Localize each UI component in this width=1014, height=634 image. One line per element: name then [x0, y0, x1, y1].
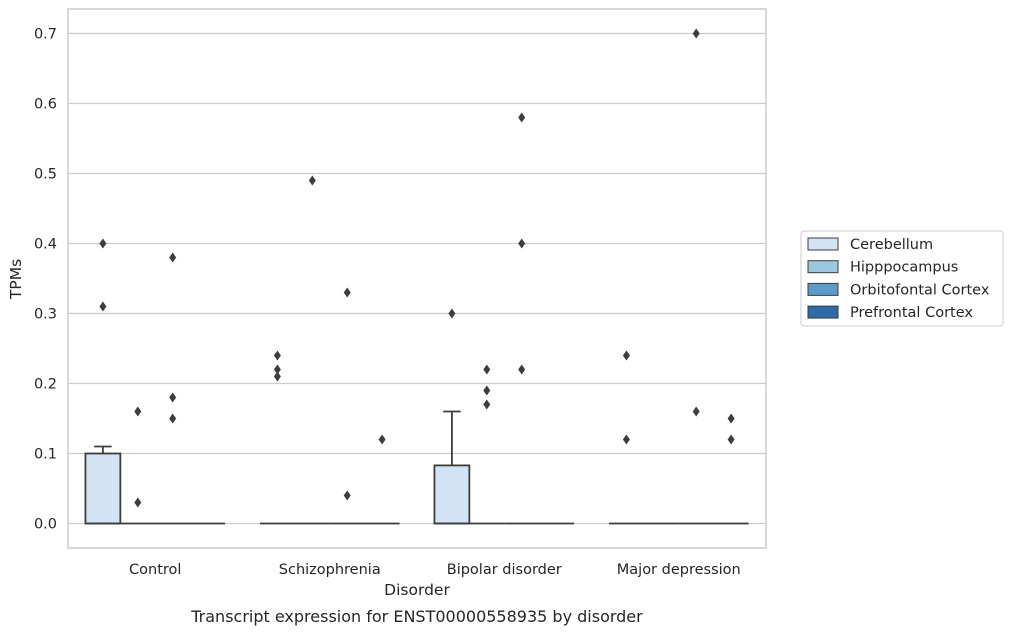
outlier-point — [518, 364, 526, 375]
outlier-point — [134, 406, 142, 417]
outlier-point — [169, 252, 177, 263]
outlier-point — [727, 434, 735, 445]
chart-caption: Transcript expression for ENST0000055893… — [190, 607, 643, 626]
x-tick-label: Major depression — [617, 562, 741, 578]
y-axis-label: TPMs — [7, 259, 25, 300]
outlier-point — [483, 364, 491, 375]
box-0-2 — [433, 410, 471, 525]
legend-swatch — [807, 305, 839, 319]
outlier-point — [622, 434, 630, 445]
x-tick-label: Bipolar disorder — [447, 562, 562, 578]
outlier-point — [308, 175, 316, 186]
box-body — [84, 452, 122, 525]
legend: Cerebellum Hipppocampus Orbitofontal Corte… — [800, 230, 1004, 327]
legend-swatch — [807, 237, 839, 251]
outlier-point — [343, 287, 351, 298]
legend-label: Orbitofontal Cortex — [850, 282, 990, 298]
box-body — [433, 464, 471, 525]
y-tick-label: 0.5 — [34, 167, 57, 183]
outlier-point — [448, 308, 456, 319]
y-gridlines — [68, 32, 766, 525]
x-tick-label: Control — [129, 562, 181, 578]
outlier-points — [99, 28, 735, 508]
box-plot-area — [84, 410, 749, 525]
outlier-point — [378, 434, 386, 445]
y-tick-label: 0.7 — [34, 27, 57, 43]
y-tick-label: 0.1 — [34, 447, 57, 463]
legend-swatch — [807, 260, 839, 274]
outlier-point — [273, 350, 281, 361]
y-tick-label: 0.2 — [34, 377, 57, 393]
y-tick-label: 0.4 — [34, 237, 57, 253]
outlier-point — [727, 413, 735, 424]
outlier-point — [99, 238, 107, 249]
outlier-point — [622, 350, 630, 361]
x-axis-label: Disorder — [384, 581, 450, 599]
outlier-point — [169, 413, 177, 424]
outlier-point — [518, 238, 526, 249]
outlier-point — [692, 28, 700, 39]
x-tick-labels: Control Schizophrenia Bipolar disorder Majo… — [129, 562, 741, 578]
outlier-point — [273, 364, 281, 375]
legend-frame — [800, 230, 1004, 327]
y-tick-label: 0.0 — [34, 517, 57, 533]
plot-frame — [67, 8, 767, 549]
outlier-point — [343, 490, 351, 501]
legend-label: Hipppocampus — [850, 260, 958, 276]
box-0-0 — [84, 445, 122, 525]
outlier-point — [99, 301, 107, 312]
outlier-point — [134, 497, 142, 508]
outlier-point — [273, 371, 281, 382]
y-tick-label: 0.6 — [34, 97, 57, 113]
legend-swatch — [807, 282, 839, 296]
outlier-point — [169, 392, 177, 403]
outlier-point — [483, 385, 491, 396]
outlier-point — [692, 406, 700, 417]
legend-label: Cerebellum — [850, 237, 933, 253]
y-tick-labels: 0.0 0.1 0.2 0.3 0.4 0.5 0.6 0.7 — [34, 27, 57, 533]
y-tick-label: 0.3 — [34, 307, 57, 323]
legend-label: Prefrontal Cortex — [850, 305, 973, 321]
outlier-point — [483, 399, 491, 410]
x-tick-label: Schizophrenia — [279, 562, 381, 578]
outlier-point — [518, 112, 526, 123]
